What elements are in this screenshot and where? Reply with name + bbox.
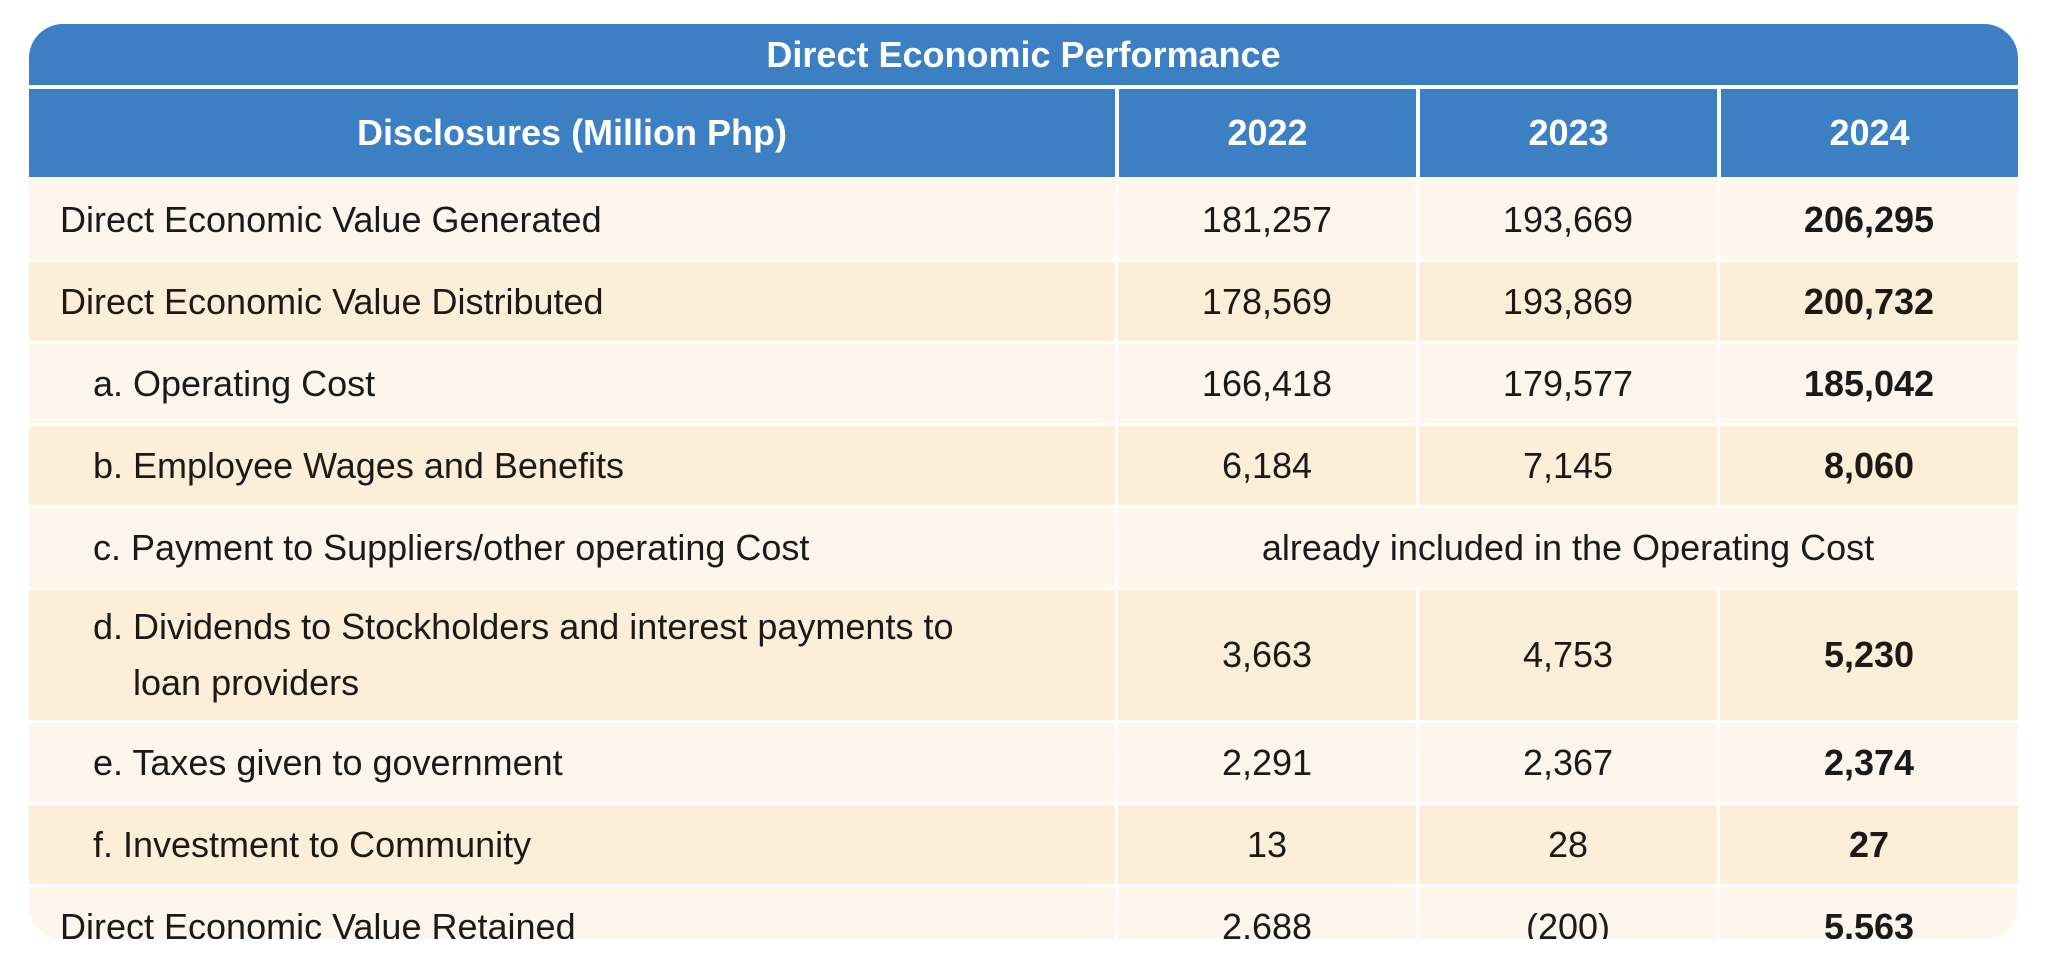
value-2024: 5,230 xyxy=(1717,590,2018,720)
table-row: Direct Economic Value Distributed 178,56… xyxy=(29,259,2018,341)
row-label: e. Taxes given to government xyxy=(93,741,563,783)
value-2023: (200) xyxy=(1416,887,1717,939)
value-2024: 5,563 xyxy=(1717,887,2018,939)
row-label-line1: d. Dividends to Stockholders and interes… xyxy=(93,606,954,647)
header-2022: 2022 xyxy=(1115,89,1416,177)
value-2023: 4,753 xyxy=(1416,590,1717,720)
value-2023: 193,869 xyxy=(1416,262,1717,341)
value-2022: 6,184 xyxy=(1115,426,1416,505)
row-label: a. Operating Cost xyxy=(93,362,376,404)
value-2022: 178,569 xyxy=(1115,262,1416,341)
value-2024: 206,295 xyxy=(1717,180,2018,259)
row-label: Direct Economic Value Distributed xyxy=(60,280,604,322)
value-2023: 28 xyxy=(1416,805,1717,884)
row-label: Direct Economic Value Retained xyxy=(60,905,576,940)
value-2022: 13 xyxy=(1115,805,1416,884)
table-row: Direct Economic Value Retained 2,688 (20… xyxy=(29,884,2018,939)
row-label: b. Employee Wages and Benefits xyxy=(93,444,624,486)
table-row: f. Investment to Community 13 28 27 xyxy=(29,802,2018,884)
table-body: Direct Economic Value Generated 181,257 … xyxy=(29,177,2018,939)
value-2024: 2,374 xyxy=(1717,723,2018,802)
value-2022: 166,418 xyxy=(1115,344,1416,423)
row-label: d. Dividends to Stockholders and interes… xyxy=(29,590,1115,720)
row-label: c. Payment to Suppliers/other operating … xyxy=(93,526,810,568)
row-label-line2: loan providers xyxy=(133,662,360,703)
table-row: d. Dividends to Stockholders and interes… xyxy=(29,587,2018,720)
value-2024: 8,060 xyxy=(1717,426,2018,505)
value-2023: 179,577 xyxy=(1416,344,1717,423)
table-row: b. Employee Wages and Benefits 6,184 7,1… xyxy=(29,423,2018,505)
value-2023: 7,145 xyxy=(1416,426,1717,505)
value-2022: 181,257 xyxy=(1115,180,1416,259)
title-divider xyxy=(29,85,2018,89)
value-2023: 193,669 xyxy=(1416,180,1717,259)
table-title: Direct Economic Performance xyxy=(29,24,2018,85)
table-row: Direct Economic Value Generated 181,257 … xyxy=(29,177,2018,259)
merged-note: already included in the Operating Cost xyxy=(1115,508,2018,587)
header-2023: 2023 xyxy=(1416,89,1717,177)
header-row: Disclosures (Million Php) 2022 2023 2024 xyxy=(29,89,2018,177)
value-2024: 27 xyxy=(1717,805,2018,884)
header-disclosures: Disclosures (Million Php) xyxy=(356,112,788,153)
table-row: a. Operating Cost 166,418 179,577 185,04… xyxy=(29,341,2018,423)
value-2024: 185,042 xyxy=(1717,344,2018,423)
table-row: e. Taxes given to government 2,291 2,367… xyxy=(29,720,2018,802)
value-2022: 2,688 xyxy=(1115,887,1416,939)
header-2024: 2024 xyxy=(1717,89,2018,177)
value-2024: 200,732 xyxy=(1717,262,2018,341)
table-row: c. Payment to Suppliers/other operating … xyxy=(29,505,2018,587)
economic-performance-table: Direct Economic Performance Disclosures … xyxy=(29,24,2018,939)
value-2022: 2,291 xyxy=(1115,723,1416,802)
value-2022: 3,663 xyxy=(1115,590,1416,720)
value-2023: 2,367 xyxy=(1416,723,1717,802)
row-label: f. Investment to Community xyxy=(93,823,532,865)
row-label: Direct Economic Value Generated xyxy=(60,198,602,240)
